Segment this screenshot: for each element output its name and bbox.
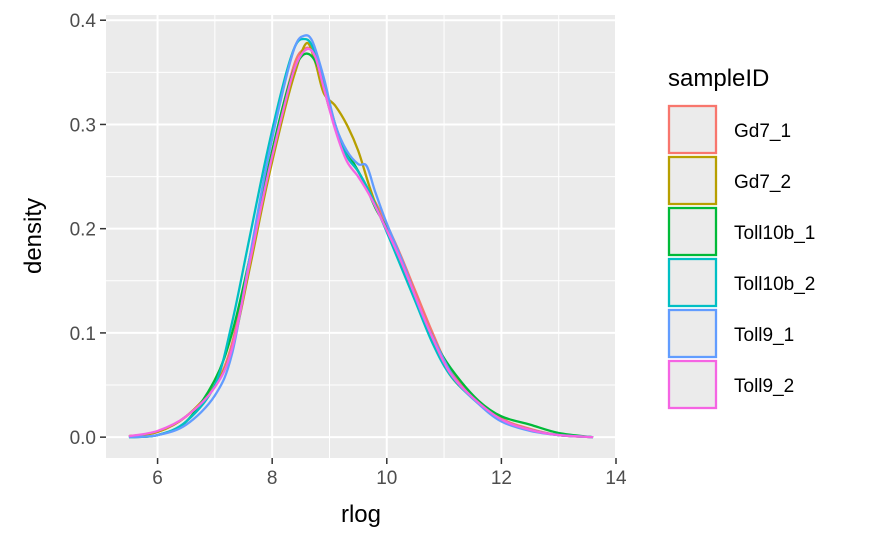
y-tick-label: 0.3	[70, 115, 96, 136]
legend-label-toll10b-1: Toll10b_1	[734, 223, 815, 244]
y-axis: 0.0 0.1 0.2 0.3 0.4	[70, 11, 106, 449]
legend-label-gd7-2: Gd7_2	[734, 172, 791, 193]
y-axis-title: density	[20, 198, 47, 274]
legend-key-gd7-1	[667, 104, 718, 155]
panel-background	[106, 15, 616, 458]
density-lines	[128, 34, 594, 439]
density-line-toll9-2	[128, 47, 594, 439]
legend-label-toll9-1: Toll9_1	[734, 325, 794, 346]
x-tick-label: 14	[605, 468, 627, 489]
legend-title: sampleID	[668, 65, 769, 92]
x-tick-label: 12	[491, 468, 512, 489]
x-axis: 6 8 10 12 14	[152, 458, 627, 489]
legend-label-toll10b-2: Toll10b_2	[734, 274, 815, 295]
x-tick-label: 8	[267, 468, 278, 489]
y-tick-label: 0.4	[70, 11, 97, 32]
legend-key-toll10b-1	[667, 206, 718, 257]
x-axis-title: rlog	[341, 501, 381, 528]
legend-label-gd7-1: Gd7_1	[734, 121, 791, 142]
x-tick-label: 10	[376, 468, 397, 489]
y-tick-label: 0.0	[70, 428, 96, 449]
x-tick-label: 6	[152, 468, 163, 489]
legend: sampleID Gd7_1 Gd7_2 Toll10b_1 Toll10b_2 Tol…	[667, 65, 815, 410]
y-tick-label: 0.2	[70, 220, 96, 241]
grid-lines	[106, 15, 617, 458]
legend-key-toll10b-2	[667, 257, 718, 308]
legend-label-toll9-2: Toll9_2	[734, 376, 794, 397]
legend-key-toll9-1	[667, 308, 718, 359]
y-tick-label: 0.1	[70, 324, 96, 345]
legend-key-gd7-2	[667, 155, 718, 206]
legend-key-toll9-2	[667, 359, 718, 410]
